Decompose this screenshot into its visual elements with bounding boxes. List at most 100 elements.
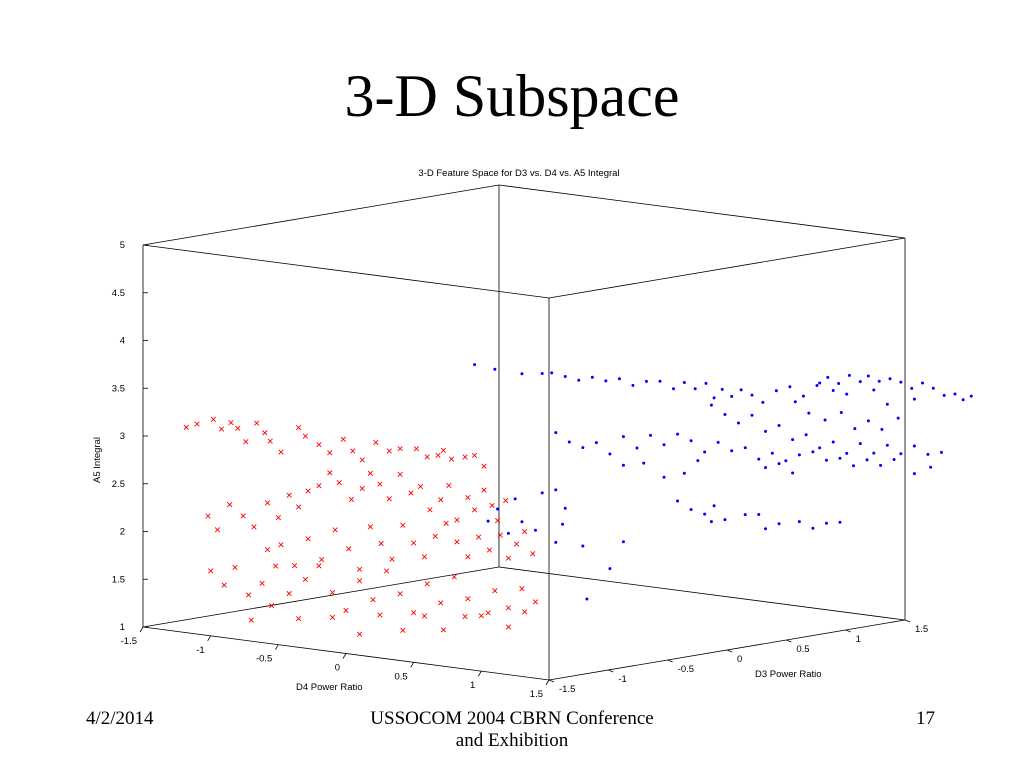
data-point-dot-marker [723, 413, 727, 417]
data-point-x-marker [471, 452, 478, 459]
data-point-x-marker [519, 585, 525, 592]
data-point-x-marker [194, 421, 200, 427]
data-point-dot-marker [554, 488, 558, 492]
series-1 [183, 416, 539, 637]
data-point-dot-marker [662, 443, 666, 447]
data-point-dot-marker [743, 513, 747, 517]
x-tick [139, 626, 144, 633]
data-point-dot-marker [845, 451, 849, 455]
data-point-x-marker [235, 425, 241, 431]
data-point-x-marker [424, 454, 430, 460]
data-point-dot-marker [689, 507, 693, 511]
x-tick [545, 679, 550, 686]
data-point-dot-marker [581, 446, 585, 450]
x-tick [207, 635, 212, 642]
data-point-dot-marker [723, 518, 727, 522]
data-point-x-marker [240, 513, 246, 519]
data-point-x-marker [397, 591, 403, 597]
data-point-x-marker [332, 527, 338, 533]
data-point-x-marker [454, 517, 460, 523]
data-point-x-marker [296, 504, 302, 510]
data-point-dot-marker [899, 452, 903, 456]
data-point-x-marker [386, 448, 392, 454]
footer-conference-line2: and Exhibition [455, 730, 569, 752]
data-point-dot-marker [513, 497, 517, 501]
y-tick-label: -0.5 [678, 664, 694, 675]
data-point-dot-marker [858, 380, 862, 384]
data-point-x-marker [278, 542, 284, 548]
data-point-x-marker [503, 497, 509, 504]
data-point-dot-marker [696, 459, 700, 463]
data-point-dot-marker [838, 456, 842, 460]
data-point-dot-marker [621, 540, 625, 544]
data-point-dot-marker [969, 394, 973, 398]
data-point-x-marker [228, 420, 234, 426]
data-point-dot-marker [793, 400, 797, 404]
data-point-dot-marker [750, 393, 754, 397]
data-point-dot-marker [774, 389, 778, 393]
data-point-x-marker [327, 470, 333, 476]
data-point-x-marker [275, 515, 281, 521]
data-point-x-marker [478, 613, 484, 619]
data-point-dot-marker [837, 382, 841, 386]
data-point-dot-marker [540, 491, 544, 495]
data-point-dot-marker [818, 446, 822, 450]
data-point-dot-marker [590, 375, 594, 379]
data-point-x-marker [465, 494, 471, 501]
data-point-dot-marker [554, 431, 558, 435]
data-point-dot-marker [644, 379, 648, 383]
z-tick-label: 3.5 [112, 383, 125, 394]
data-point-dot-marker [926, 452, 930, 456]
data-point-x-marker [492, 588, 498, 594]
data-point-x-marker [462, 454, 468, 460]
data-point-x-marker [397, 471, 403, 477]
data-point-x-marker [346, 546, 352, 552]
data-point-dot-marker [567, 440, 571, 444]
data-point-x-marker [489, 502, 495, 509]
data-point-dot-marker [858, 442, 862, 446]
y-tick-label: 0 [737, 654, 742, 665]
slide-title: 3-D Subspace [344, 63, 680, 129]
data-point-dot-marker [658, 379, 662, 383]
data-point-dot-marker [804, 433, 808, 437]
data-point-dot-marker [716, 440, 720, 444]
data-point-dot-marker [642, 461, 646, 465]
data-point-x-marker [254, 420, 260, 426]
data-point-x-marker [268, 602, 275, 609]
data-point-dot-marker [533, 528, 537, 532]
data-point-dot-marker [770, 451, 774, 455]
data-point-dot-marker [689, 439, 693, 443]
y-tick [786, 639, 792, 643]
data-point-x-marker [278, 449, 284, 455]
data-point-dot-marker [563, 375, 567, 379]
data-point-dot-marker [823, 418, 827, 422]
data-point-x-marker [329, 589, 336, 596]
y-tick-label: -1.5 [559, 684, 575, 695]
y-tick [845, 629, 851, 633]
z-tick-label: 4.5 [112, 288, 125, 299]
data-point-x-marker [513, 541, 520, 547]
data-point-dot-marker [672, 387, 676, 391]
data-point-x-marker [505, 555, 512, 561]
data-point-x-marker [296, 616, 302, 622]
data-point-dot-marker [764, 429, 768, 433]
series-2 [473, 363, 973, 601]
data-point-x-marker [205, 513, 211, 519]
data-point-x-marker [356, 578, 363, 584]
data-point-dot-marker [764, 466, 768, 470]
box-edge [548, 237, 906, 299]
data-point-x-marker [389, 556, 395, 562]
data-point-dot-marker [942, 393, 946, 397]
data-point-x-marker [400, 522, 406, 528]
data-point-x-marker [421, 554, 428, 560]
data-point-dot-marker [493, 367, 497, 371]
data-point-dot-marker [577, 378, 581, 382]
data-point-dot-marker [852, 464, 855, 468]
data-point-x-marker [350, 448, 356, 454]
data-point-x-marker [264, 500, 271, 506]
data-point-x-marker [221, 582, 227, 588]
data-point-dot-marker [777, 423, 781, 427]
data-point-x-marker [183, 424, 189, 430]
y-tick [726, 649, 733, 653]
data-point-x-marker [465, 596, 471, 602]
